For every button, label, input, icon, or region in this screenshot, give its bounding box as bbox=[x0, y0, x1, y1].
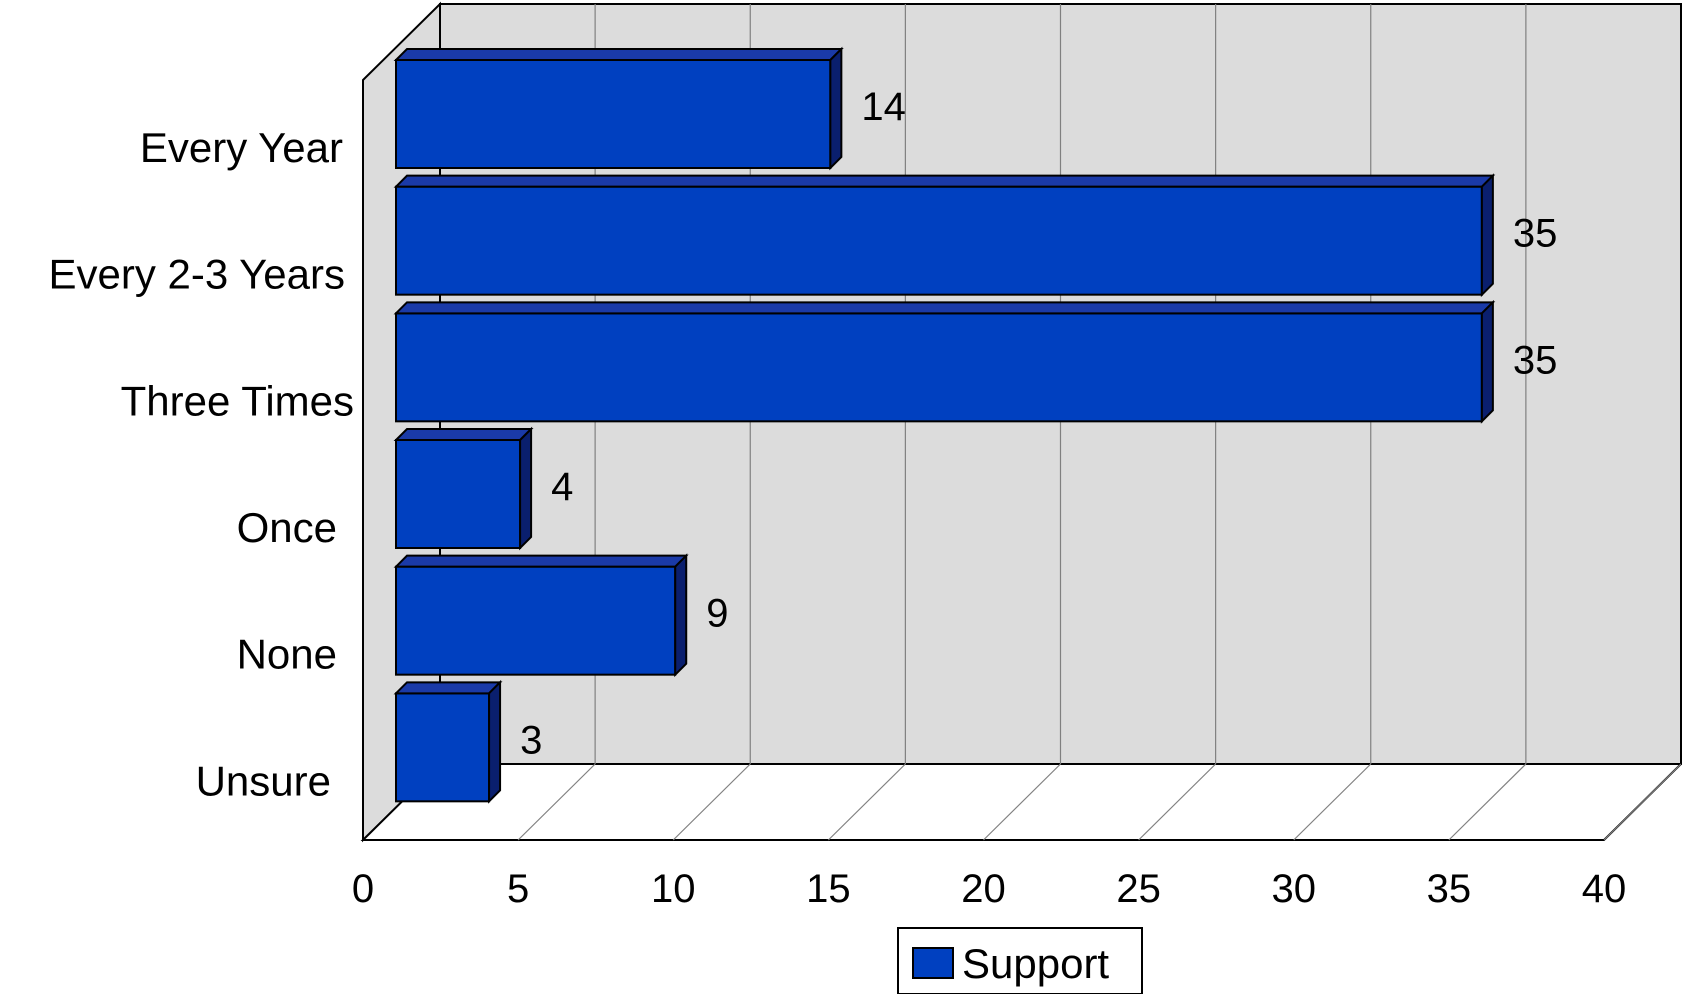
bar-3 bbox=[395, 439, 522, 549]
bar-5 bbox=[395, 692, 491, 803]
floor-gridline bbox=[517, 763, 596, 841]
bar-side-3 bbox=[519, 426, 533, 551]
category-label-2: Three Times bbox=[121, 377, 354, 424]
category-label-5: Unsure bbox=[196, 757, 331, 804]
bar-side-2 bbox=[1480, 299, 1494, 424]
bar-4 bbox=[395, 565, 677, 676]
bar-side-4 bbox=[674, 553, 688, 678]
data-label-4: 9 bbox=[706, 592, 728, 636]
bar-0 bbox=[395, 59, 832, 169]
floor-gridline bbox=[1603, 763, 1682, 841]
chart-legend: Support bbox=[897, 927, 1143, 995]
floor-gridline bbox=[672, 763, 751, 841]
bar-side-0 bbox=[829, 46, 843, 171]
floor-gridline bbox=[827, 763, 906, 841]
category-axis-labels: Every Year Every 2-3 Years Three Times Once… bbox=[48, 124, 354, 804]
category-label-4: None bbox=[237, 631, 337, 678]
data-label-3: 4 bbox=[551, 465, 573, 509]
data-label-2: 35 bbox=[1513, 338, 1558, 382]
category-label-3: Once bbox=[237, 504, 337, 551]
bar-top-3 bbox=[393, 428, 534, 441]
bar-side-5 bbox=[488, 679, 502, 804]
x-tick-label: 0 bbox=[352, 867, 374, 911]
x-tick-label: 20 bbox=[961, 867, 1006, 911]
bar-top-4 bbox=[393, 554, 689, 568]
x-tick-label: 25 bbox=[1116, 867, 1161, 911]
bar-top-2 bbox=[393, 301, 1496, 315]
floor-gridline bbox=[1138, 763, 1217, 841]
value-axis-tick-labels: 0 5 10 15 20 25 30 35 40 bbox=[352, 867, 1626, 911]
x-tick-label: 40 bbox=[1582, 867, 1627, 911]
bar-side-1 bbox=[1480, 173, 1494, 298]
data-label-1: 35 bbox=[1513, 212, 1558, 256]
chart-bars bbox=[393, 46, 1496, 804]
category-label-0: Every Year bbox=[140, 124, 343, 171]
x-tick-label: 30 bbox=[1272, 867, 1317, 911]
legend-swatch-support bbox=[912, 947, 954, 979]
x-tick-label: 5 bbox=[507, 867, 529, 911]
bar-top-1 bbox=[393, 174, 1496, 188]
floor-gridline bbox=[983, 763, 1061, 841]
floor-gridline bbox=[1448, 763, 1527, 841]
bar-top-5 bbox=[393, 681, 503, 695]
bar-1 bbox=[395, 185, 1483, 296]
legend-label-support: Support bbox=[962, 940, 1109, 987]
chart-data-labels: 14 35 35 4 9 3 bbox=[520, 85, 1557, 762]
data-label-5: 3 bbox=[520, 718, 542, 762]
data-label-0: 14 bbox=[861, 85, 906, 129]
category-label-1: Every 2-3 Years bbox=[48, 251, 345, 298]
x-tick-label: 15 bbox=[806, 867, 851, 911]
bar-top-0 bbox=[393, 48, 844, 61]
x-tick-label: 35 bbox=[1427, 867, 1472, 911]
floor-gridline bbox=[1293, 763, 1372, 841]
bar-2 bbox=[395, 312, 1483, 423]
x-tick-label: 10 bbox=[651, 867, 696, 911]
